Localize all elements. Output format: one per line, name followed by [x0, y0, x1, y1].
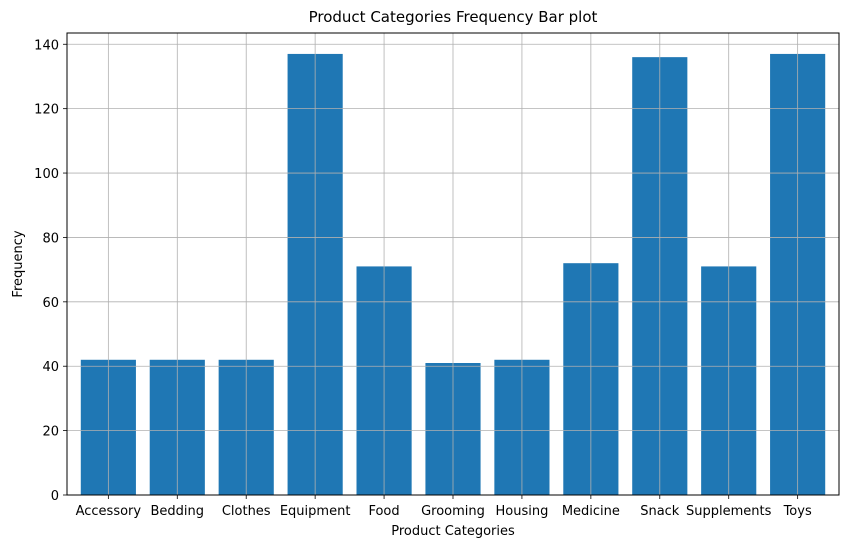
x-tick-label: Clothes: [222, 504, 271, 519]
x-tick-label: Snack: [640, 504, 680, 519]
y-tick-label: 100: [34, 167, 59, 182]
y-tick-label: 40: [42, 360, 59, 375]
x-tick-label: Medicine: [562, 504, 620, 519]
x-tick-label: Grooming: [421, 504, 485, 519]
x-tick-label: Toys: [783, 504, 812, 519]
chart-title: Product Categories Frequency Bar plot: [309, 8, 598, 26]
y-tick-label: 140: [34, 38, 59, 53]
x-tick-label: Bedding: [151, 504, 205, 519]
y-tick-label: 80: [42, 231, 59, 246]
y-tick-label: 120: [34, 103, 59, 118]
x-axis-label: Product Categories: [391, 524, 515, 539]
y-tick-label: 0: [51, 489, 59, 504]
x-tick-label: Housing: [495, 504, 548, 519]
y-axis-label: Frequency: [11, 230, 26, 297]
y-tick-label: 20: [42, 425, 59, 440]
x-ticks: Accessory Bedding Clothes Equipment Food Groo…: [76, 495, 812, 519]
x-tick-label: Supplements: [686, 504, 772, 519]
y-ticks: 0 20 40 60 80 100 120 140: [34, 38, 67, 504]
y-tick-label: 60: [42, 296, 59, 311]
x-tick-label: Food: [368, 504, 399, 519]
x-tick-label: Equipment: [280, 504, 351, 519]
x-tick-label: Accessory: [76, 504, 142, 519]
